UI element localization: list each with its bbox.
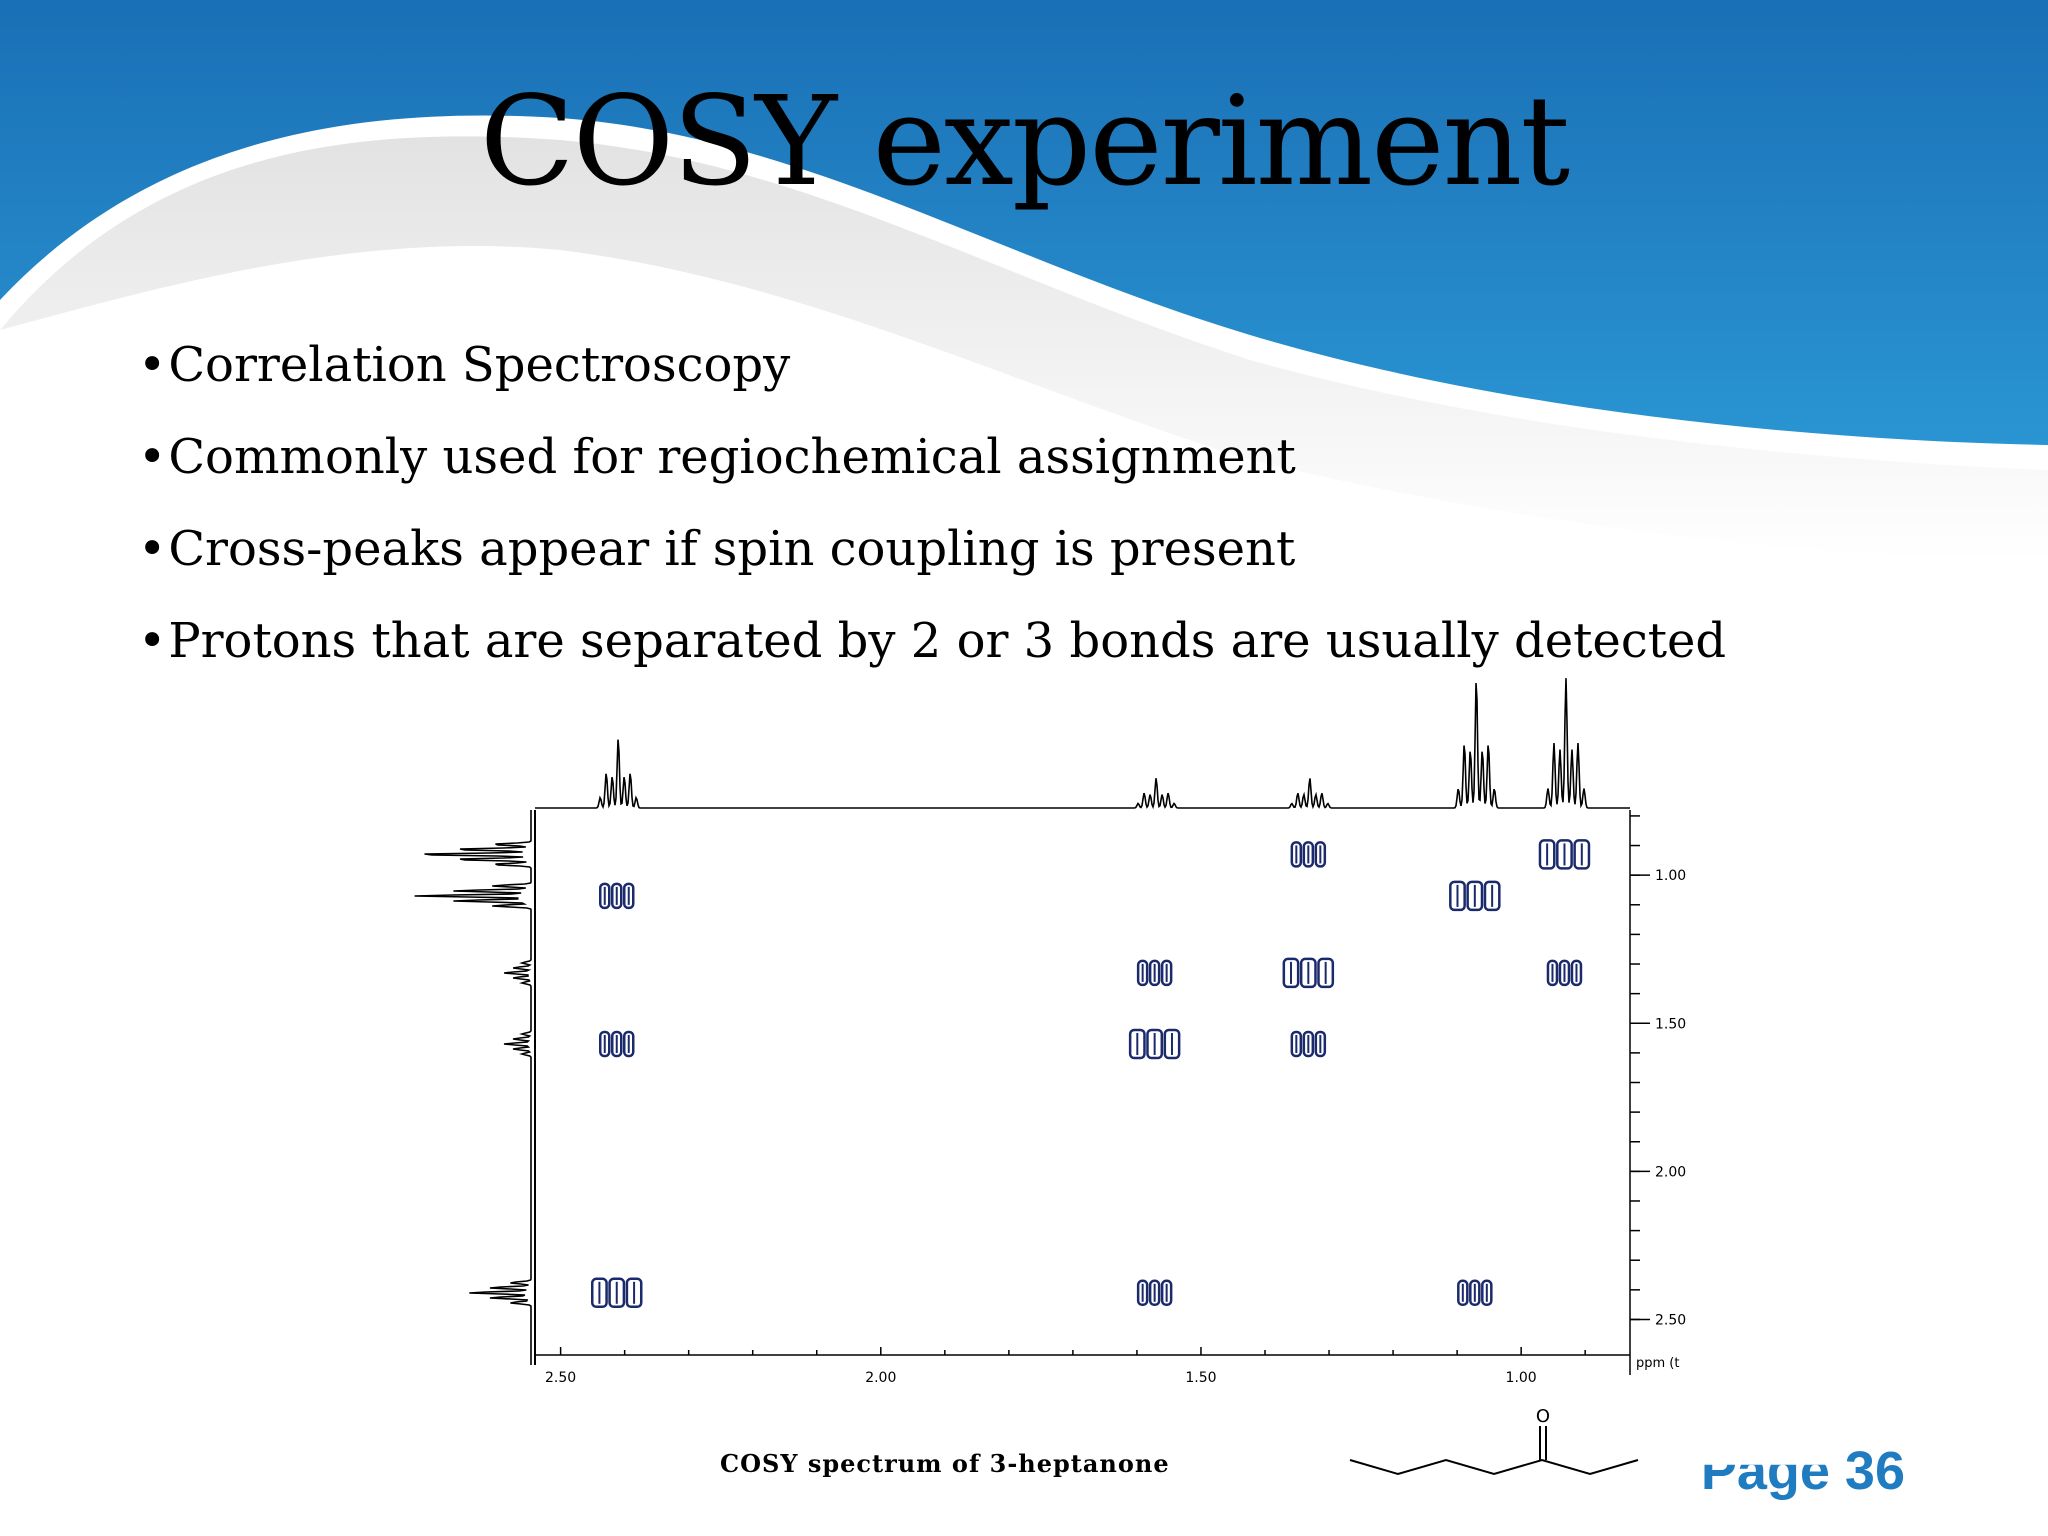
bullet-text: Correlation Spectroscopy [168, 337, 791, 393]
bullet-item: •Commonly used for regiochemical assignm… [138, 429, 1296, 485]
page-word: Page [1700, 1441, 1830, 1501]
chart-caption: COSY spectrum of 3-heptanone [720, 1449, 1170, 1478]
diagonal-peak [1538, 839, 1591, 870]
y-tick-label: 1.00 [1655, 868, 1686, 884]
y-tick-label: 2.50 [1655, 1312, 1686, 1328]
diagonal-peak [590, 1277, 643, 1309]
x-tick-label: 1.50 [1185, 1370, 1216, 1386]
y-tick-label: 1.50 [1655, 1016, 1686, 1032]
bullet-text: Commonly used for regiochemical assignme… [168, 429, 1296, 485]
bullet-text: Protons that are separated by 2 or 3 bon… [168, 613, 1727, 669]
left-projection-trace [414, 810, 532, 1365]
diagonal-peak [1449, 880, 1501, 912]
y-unit-label: ppm (t [1636, 1356, 1679, 1371]
x-tick-label: 2.50 [545, 1370, 576, 1386]
cosy-spectrum-chart: 2.50 2.00 1.50 1.00 1.00 1.50 2.00 2.50 ppm (t CO… [414, 678, 1686, 1478]
bullet-list: •Correlation Spectroscopy •Commonly used… [138, 330, 1726, 698]
bullet-item: •Cross-peaks appear if spin coupling is … [138, 521, 1296, 577]
cross-peak [1136, 959, 1173, 987]
cross-peak [598, 882, 635, 910]
cross-peak [1290, 841, 1327, 868]
cross-peak [1136, 1279, 1173, 1307]
bullet-text: Cross-peaks appear if spin coupling is p… [168, 521, 1296, 577]
cross-peak [1457, 1279, 1493, 1307]
blue-wave [0, 0, 2048, 445]
diagonal-peak [1282, 957, 1335, 989]
molecule-backbone [1349, 1458, 1639, 1476]
oxygen-atom-label: O [1536, 1406, 1550, 1427]
y-tick-label: 2.00 [1655, 1164, 1686, 1180]
page-number-value: 36 [1844, 1441, 1905, 1501]
bullet-item: •Protons that are separated by 2 or 3 bo… [138, 613, 1727, 669]
wave-shadow [0, 136, 2048, 560]
cross-peak [1290, 1030, 1327, 1058]
top-projection-trace [535, 678, 1630, 810]
bullet-item: •Correlation Spectroscopy [138, 337, 791, 393]
page-number: Page 36 [1701, 1440, 1905, 1502]
cross-peak [1546, 959, 1583, 987]
x-tick-label: 1.00 [1506, 1370, 1537, 1386]
diagonal-peak [1128, 1028, 1181, 1060]
cross-peak [598, 1030, 635, 1058]
slide-title: COSY experiment [479, 70, 1570, 214]
x-tick-label: 2.00 [865, 1370, 896, 1386]
